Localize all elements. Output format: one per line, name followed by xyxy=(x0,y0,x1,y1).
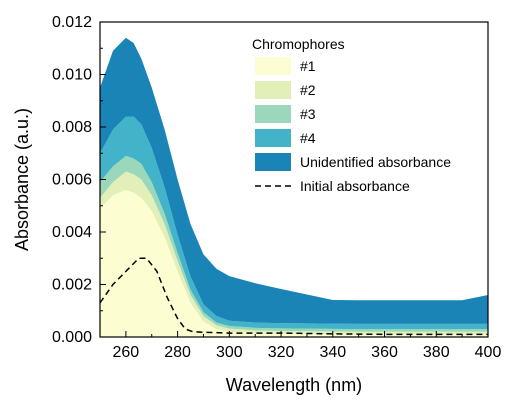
legend-swatch xyxy=(255,57,291,75)
x-tick-label: 360 xyxy=(371,344,398,361)
legend: Chromophores #1 #2 #3 #4 Unidentified absorb… xyxy=(252,36,451,194)
x-tick-label: 340 xyxy=(319,344,346,361)
area-series-1 xyxy=(100,190,488,337)
area-series-5 xyxy=(100,37,488,324)
initial-absorbance-line xyxy=(99,257,488,336)
x-tick-label: 400 xyxy=(475,344,502,361)
y-tick-label: 0.004 xyxy=(52,224,92,241)
x-tick-label: 300 xyxy=(216,344,243,361)
legend-swatch xyxy=(255,153,291,171)
legend-title: Chromophores xyxy=(252,36,345,52)
x-axis-label: Wavelength (nm) xyxy=(226,375,362,395)
area-series-4 xyxy=(100,116,488,330)
legend-entry-label: #2 xyxy=(300,82,316,98)
legend-entry-label: #1 xyxy=(300,58,316,74)
legend-entry-label: #3 xyxy=(300,106,316,122)
x-tick-label: 280 xyxy=(164,344,191,361)
x-tick-label: 320 xyxy=(268,344,295,361)
y-tick-label: 0.010 xyxy=(52,67,92,84)
legend-swatch xyxy=(255,81,291,99)
legend-entry-label: Unidentified absorbance xyxy=(300,154,451,170)
stacked-areas xyxy=(100,37,488,337)
y-tick-label: 0.008 xyxy=(52,119,92,136)
y-tick-label: 0.000 xyxy=(52,329,92,346)
legend-swatch xyxy=(255,129,291,147)
y-axis-ticks: 0.000 0.002 0.004 0.006 0.008 0.010 0.012 xyxy=(52,14,106,346)
y-tick-label: 0.006 xyxy=(52,172,92,189)
y-tick-label: 0.012 xyxy=(52,14,92,31)
legend-swatch xyxy=(255,105,291,123)
y-axis-label: Absorbance (a.u.) xyxy=(12,108,32,251)
x-tick-label: 380 xyxy=(423,344,450,361)
y-tick-label: 0.002 xyxy=(52,277,92,294)
legend-entry-label: Initial absorbance xyxy=(300,178,410,194)
x-axis-ticks: 260 280 300 320 340 360 380 400 xyxy=(99,331,502,361)
area-series-2 xyxy=(100,171,488,335)
legend-entry-label: #4 xyxy=(300,130,316,146)
x-tick-label: 260 xyxy=(113,344,140,361)
area-series-3 xyxy=(100,155,488,332)
